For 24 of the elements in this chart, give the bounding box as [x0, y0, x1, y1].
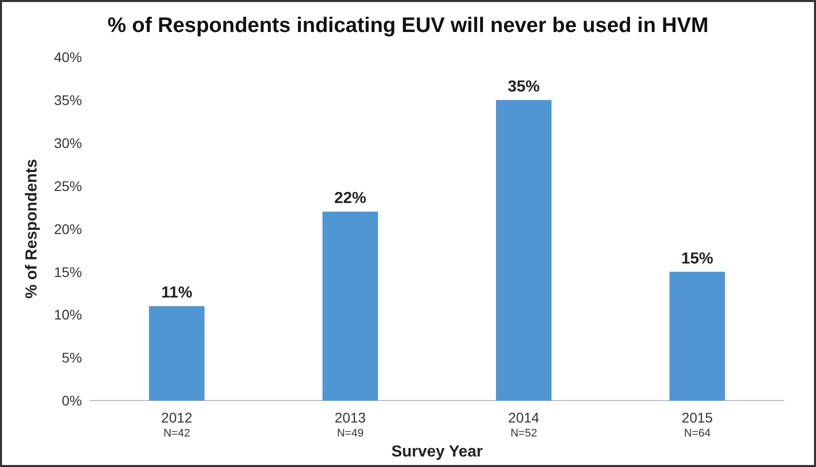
x-axis-title: Survey Year	[391, 444, 483, 460]
chart-title: % of Respondents indicating EUV will never be used in HVM	[108, 14, 708, 37]
data-label: 35%	[508, 78, 540, 96]
x-tick-label: 2014 N=52	[508, 410, 540, 440]
bar	[148, 306, 205, 401]
bar	[496, 100, 552, 401]
x-tick-label: 2012 N=42	[161, 410, 193, 440]
x-tick-label: 2013 N=49	[334, 410, 366, 440]
y-tick-label: 10%	[54, 306, 82, 323]
y-tick-label: 40%	[54, 49, 82, 65]
y-tick-label: 0%	[62, 392, 82, 409]
y-tick-label: 15%	[54, 264, 82, 280]
y-tick-label: 35%	[54, 92, 82, 108]
bar	[669, 272, 726, 401]
y-tick-label: 25%	[54, 178, 82, 194]
y-tick-label: 5%	[62, 350, 82, 366]
data-label: 22%	[334, 190, 366, 208]
y-tick-label: 30%	[54, 134, 82, 151]
data-label: 11%	[161, 284, 192, 302]
bar	[322, 212, 378, 401]
y-tick-label: 20%	[54, 220, 82, 237]
data-label: 15%	[681, 250, 714, 268]
x-tick-label: 2015 N=64	[682, 410, 714, 440]
y-axis-title: % of Respondents	[24, 158, 40, 299]
